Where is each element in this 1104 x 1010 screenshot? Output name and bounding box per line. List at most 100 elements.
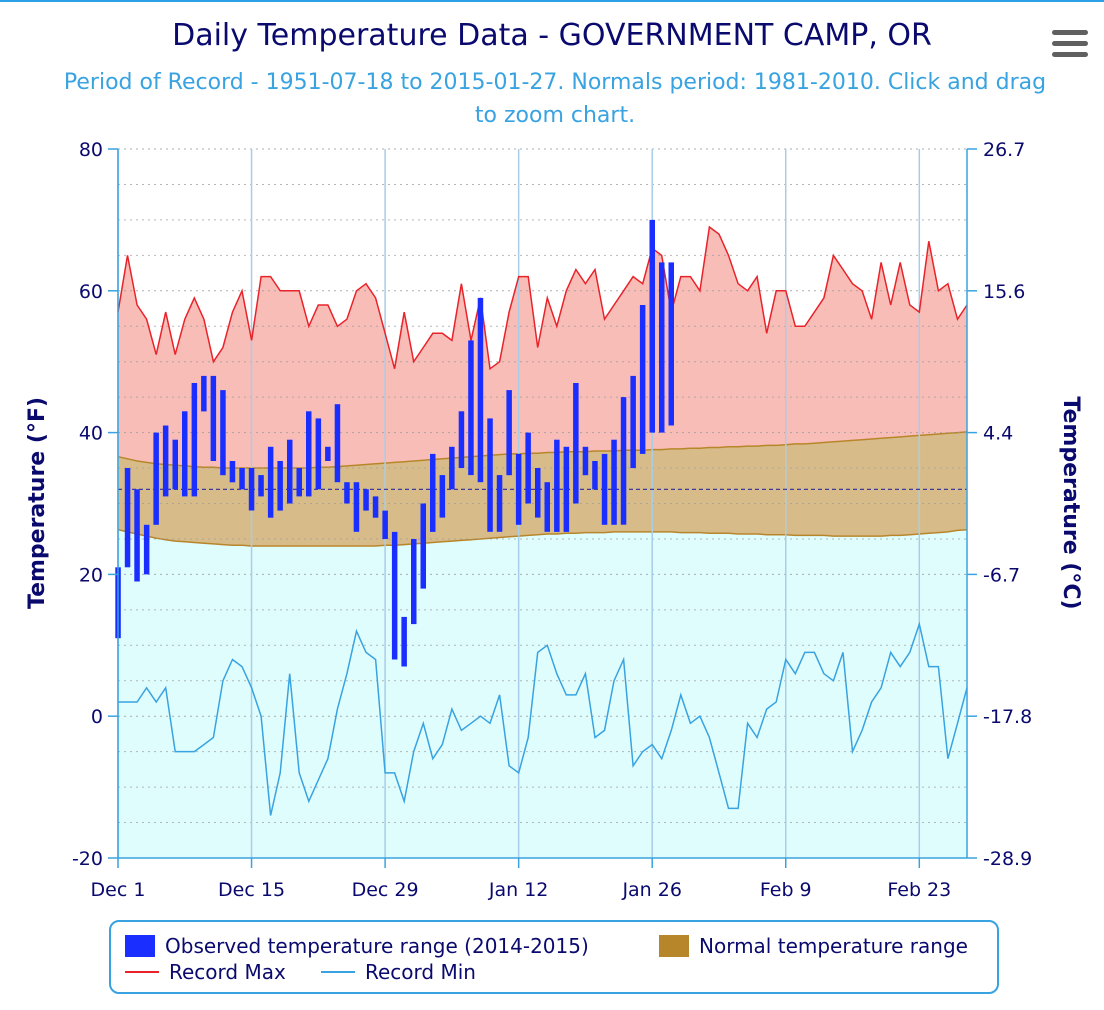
record-min-area [118, 529, 967, 858]
observed-bar [277, 461, 283, 511]
observed-bar [554, 439, 560, 532]
x-tick-label: Jan 12 [488, 879, 549, 901]
y-right-tick-label: -17.8 [983, 706, 1032, 728]
x-tick-label: Feb 9 [760, 879, 812, 901]
x-tick-label: Dec 1 [91, 879, 146, 901]
observed-bar [458, 411, 465, 468]
observed-bar [449, 446, 455, 490]
observed-bar [639, 305, 646, 454]
y-right-tick-label: 15.6 [983, 281, 1025, 303]
observed-bar [353, 482, 360, 532]
observed-bar [468, 340, 474, 476]
observed-bar [611, 439, 617, 525]
observed-bar [372, 496, 379, 518]
chart-subtitle: Period of Record - 1951-07-18 to 2015-01… [63, 70, 1047, 128]
legend-normal[interactable]: Normal temperature range [659, 934, 968, 958]
observed-bar [601, 453, 608, 525]
y-right-tick-label: 4.4 [983, 423, 1013, 445]
y-left-tick-label: 40 [79, 423, 103, 445]
observed-bar [439, 475, 446, 518]
observed-bar [420, 503, 426, 589]
legend-record-max[interactable]: Record Max [125, 960, 286, 984]
record-min-line [118, 621, 968, 816]
observed-bar [153, 432, 159, 525]
legend-record-min-swatch [321, 971, 355, 973]
observed-bar [267, 446, 274, 518]
observed-bar [401, 616, 407, 667]
observed-bars [115, 219, 674, 667]
legend-observed[interactable]: Observed temperature range (2014-2015) [125, 934, 589, 958]
x-tick-label: Feb 23 [887, 879, 951, 901]
observed-bar [306, 411, 312, 497]
menu-bar [1052, 52, 1088, 57]
legend-record-min-label: Record Min [365, 960, 476, 984]
observed-bar [659, 262, 665, 433]
observed-bar [430, 453, 436, 532]
observed-bar [143, 524, 150, 575]
observed-bar [506, 390, 512, 476]
x-tick-label: Dec 15 [218, 879, 285, 901]
legend-record-max-swatch [125, 971, 159, 973]
observed-bar [220, 390, 226, 476]
observed-bar [191, 383, 198, 497]
y-left-tick-label: -20 [72, 848, 103, 870]
x-tick-label: Jan 26 [621, 879, 682, 901]
observed-bar [162, 425, 169, 497]
observed-bar [630, 375, 636, 469]
area-layer [117, 227, 968, 858]
chart-legend: Observed temperature range (2014-2015) N… [109, 920, 999, 994]
observed-bar [411, 539, 417, 625]
observed-bar [334, 404, 341, 483]
observed-bar [182, 411, 188, 497]
y-left-tick-label: 0 [91, 706, 103, 728]
axes-layer: -20 0 20 40 60 80 -28.9 -17.8 -6.7 4.4 15.6 26.7 Dec… [72, 139, 1032, 901]
observed-bar [239, 468, 245, 490]
observed-bar [477, 297, 484, 483]
observed-bar [515, 453, 522, 525]
observed-bar [325, 446, 331, 461]
observed-bar [573, 383, 579, 504]
menu-bar [1052, 41, 1088, 46]
observed-bar [592, 461, 598, 490]
observed-bar [649, 219, 655, 433]
hamburger-menu-icon[interactable] [1052, 30, 1088, 60]
observed-bar [496, 475, 503, 532]
y-axis-left-title: Temperature (°F) [25, 397, 50, 609]
observed-bar [544, 482, 550, 532]
observed-bar [582, 446, 589, 476]
observed-bar [344, 482, 350, 504]
x-tick-label: Dec 29 [352, 879, 419, 901]
top-border [0, 0, 1104, 2]
y-right-tick-label: 26.7 [983, 139, 1025, 161]
legend-normal-swatch [659, 935, 689, 957]
normal-range-area [118, 431, 967, 546]
observed-bar [620, 397, 627, 525]
y-left-tick-label: 60 [79, 281, 103, 303]
observed-bar [391, 531, 398, 660]
observed-bar [172, 439, 178, 490]
legend-record-min[interactable]: Record Min [321, 960, 476, 984]
line-layer [117, 225, 968, 816]
normal-high-line [117, 431, 968, 469]
normal-low-line [117, 528, 968, 547]
legend-normal-label: Normal temperature range [699, 934, 968, 958]
observed-bar [487, 418, 493, 532]
observed-bar [525, 432, 531, 504]
observed-bar [296, 468, 302, 497]
y-right-tick-label: -28.9 [983, 848, 1032, 870]
observed-bar [124, 468, 131, 568]
observed-bar [134, 489, 140, 582]
observed-bar [535, 468, 541, 518]
y-right-tick-label: -6.7 [983, 564, 1020, 586]
observed-bar [315, 418, 322, 490]
legend-observed-swatch [125, 935, 155, 957]
chart-title: Daily Temperature Data - GOVERNMENT CAMP… [172, 18, 932, 53]
observed-bar [563, 446, 570, 532]
legend-observed-label: Observed temperature range (2014-2015) [165, 934, 589, 958]
menu-bar [1052, 30, 1088, 35]
y-left-tick-label: 20 [79, 564, 103, 586]
observed-bar [668, 262, 674, 426]
record-max-line [117, 225, 968, 371]
observed-bar [210, 375, 217, 461]
